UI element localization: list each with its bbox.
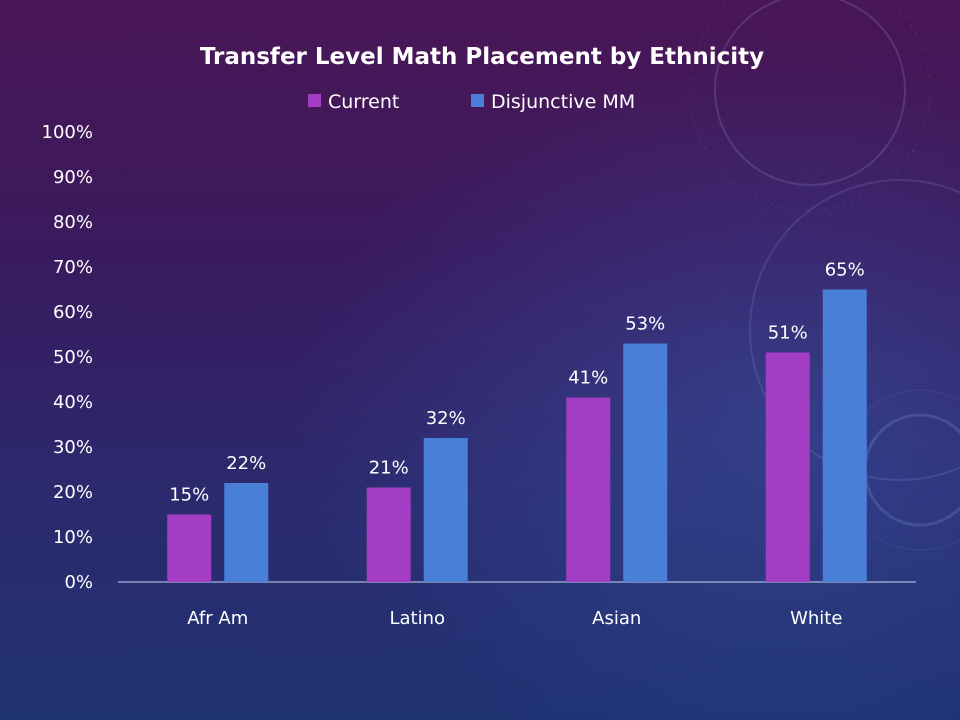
data-label: 22% [226, 453, 266, 474]
bar-current-3 [765, 352, 810, 582]
bar-disjunctive-0 [224, 483, 269, 582]
legend-label: Disjunctive MM [491, 91, 635, 113]
data-label: 51% [768, 323, 808, 344]
legend-swatch [308, 94, 321, 107]
legend-label: Current [328, 91, 399, 113]
bar-disjunctive-1 [423, 438, 468, 582]
x-axis: Afr Am Latino Asian White [187, 608, 842, 629]
bar-disjunctive-3 [822, 289, 867, 582]
y-tick-label: 70% [53, 257, 93, 278]
y-tick-label: 30% [53, 437, 93, 458]
x-tick-label: Asian [592, 608, 641, 629]
chart-title: Transfer Level Math Placement by Ethnici… [200, 44, 764, 70]
bar-current-0 [167, 514, 212, 582]
y-tick-label: 80% [53, 212, 93, 233]
x-tick-label: Afr Am [187, 608, 248, 629]
y-tick-label: 20% [53, 482, 93, 503]
legend-swatch [471, 94, 484, 107]
y-tick-label: 90% [53, 167, 93, 188]
y-tick-label: 60% [53, 302, 93, 323]
data-label: 41% [568, 368, 608, 389]
bars: 15% 22% 21% 32% 41% 53% 51% 65% [167, 260, 867, 582]
y-tick-label: 10% [53, 527, 93, 548]
data-label: 21% [369, 458, 409, 479]
bar-current-2 [566, 397, 611, 582]
bar-disjunctive-2 [623, 343, 668, 582]
legend: Current Disjunctive MM [308, 91, 635, 113]
y-tick-label: 50% [53, 347, 93, 368]
bar-current-1 [366, 487, 411, 582]
y-tick-label: 0% [64, 572, 93, 593]
data-label: 53% [625, 314, 665, 335]
data-label: 65% [825, 260, 865, 281]
y-tick-label: 40% [53, 392, 93, 413]
data-label: 32% [426, 408, 466, 429]
data-label: 15% [169, 485, 209, 506]
x-tick-label: Latino [389, 608, 445, 629]
y-tick-label: 100% [42, 122, 93, 143]
x-tick-label: White [790, 608, 842, 629]
y-axis: 0% 10% 20% 30% 40% 50% 60% 70% 80% 90% 100% [42, 122, 93, 593]
